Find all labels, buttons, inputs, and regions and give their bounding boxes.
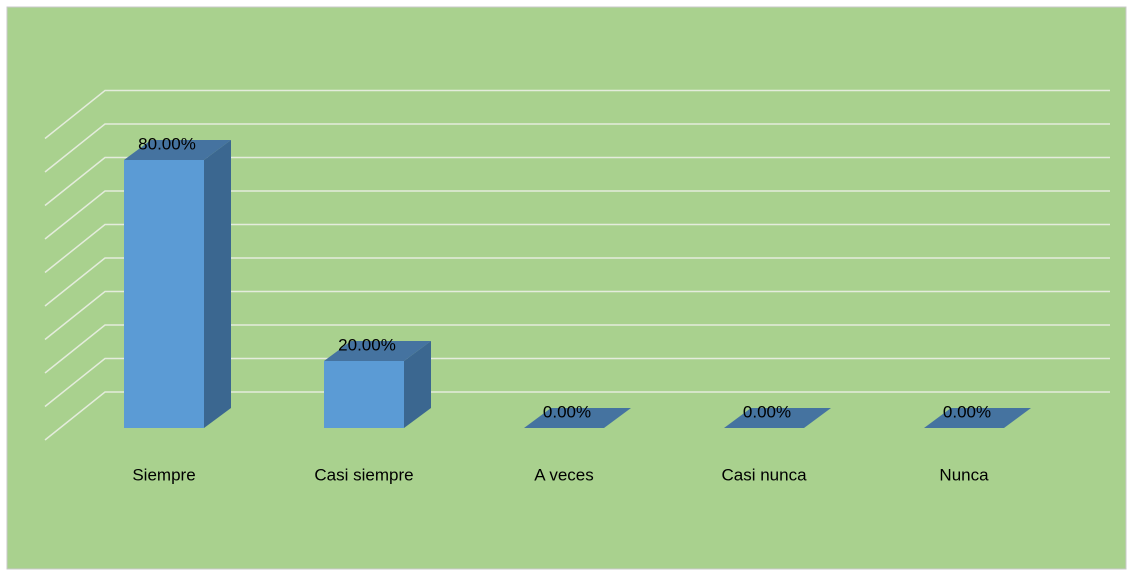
data-label: 20.00% xyxy=(338,335,396,354)
grid-line xyxy=(44,223,1110,274)
x-tick-label: Nunca xyxy=(939,465,989,484)
bar-top xyxy=(724,408,831,428)
bar xyxy=(324,361,404,428)
grid-line xyxy=(44,357,1110,408)
bar-side xyxy=(404,341,431,428)
x-tick-label: Siempre xyxy=(132,465,195,484)
grid-line xyxy=(44,123,1110,173)
grid-line xyxy=(44,156,1110,207)
data-label: 0.00% xyxy=(743,402,791,421)
x-tick-label: Casi siempre xyxy=(314,465,413,484)
grid-line xyxy=(44,391,1110,441)
bar-top xyxy=(124,140,231,160)
data-label: 0.00% xyxy=(543,402,591,421)
grid-line xyxy=(44,290,1110,341)
bar-top xyxy=(324,341,431,361)
bar-top xyxy=(924,408,1031,428)
bar-top xyxy=(524,408,631,428)
x-tick-label: A veces xyxy=(534,465,594,484)
data-label: 80.00% xyxy=(138,134,196,153)
grid-line xyxy=(44,190,1110,240)
grid-line xyxy=(44,257,1110,307)
grid-line xyxy=(44,324,1110,374)
x-tick-label: Casi nunca xyxy=(721,465,807,484)
data-label: 0.00% xyxy=(943,402,991,421)
grid-line xyxy=(44,89,1110,140)
bar xyxy=(124,160,204,428)
bar-side xyxy=(204,140,231,428)
